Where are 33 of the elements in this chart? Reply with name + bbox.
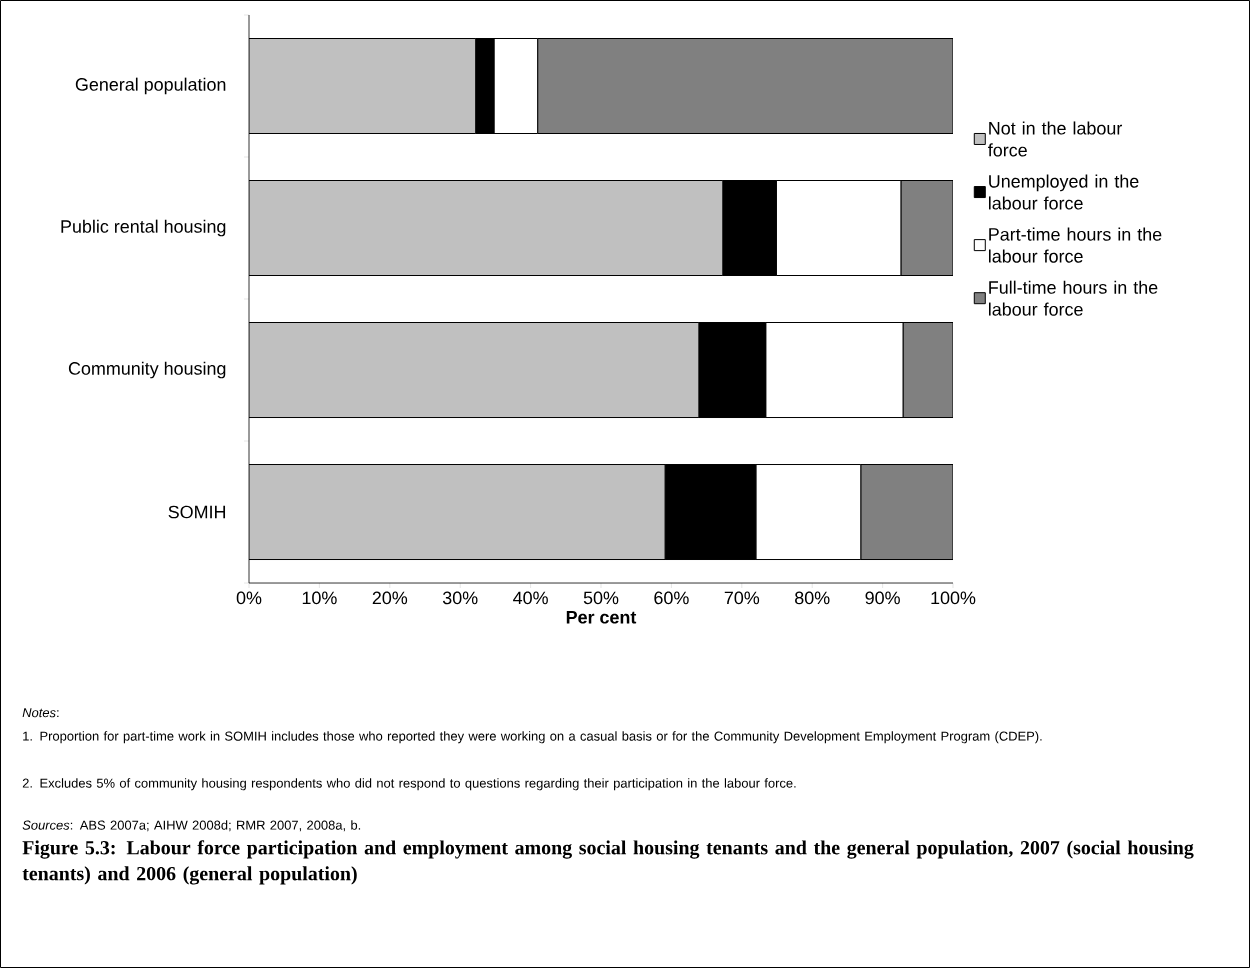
x-tick-label: 70% <box>724 591 760 605</box>
x-axis-title: Per cent <box>566 611 637 624</box>
legend-label: Not in the labour force <box>988 121 1123 157</box>
text: 2. Excludes 5% of community housing respondents who did not respond to questions regarding their participation in the labour force. <box>22 778 796 791</box>
y-tick-label: Public rental housing <box>61 219 226 237</box>
bar <box>537 38 954 135</box>
bar <box>249 38 477 135</box>
x-tick-label: 80% <box>795 591 830 605</box>
bar <box>900 180 954 277</box>
bar <box>902 322 954 419</box>
x-tick-label: 50% <box>583 591 619 605</box>
x-tick-label: 30% <box>442 591 478 605</box>
x-tick-label: 100% <box>931 591 976 605</box>
x-tick-label: 40% <box>513 591 548 605</box>
bar <box>249 464 666 561</box>
bar <box>249 322 700 419</box>
y-tick-label: Community housing <box>68 361 226 379</box>
x-tick-label: 0% <box>236 591 262 605</box>
legend-label: Unemployed in the labour force <box>988 174 1139 210</box>
x-tick-label: 90% <box>865 591 900 605</box>
x-tick-label: 10% <box>302 591 337 605</box>
x-tick-label: 60% <box>654 591 689 605</box>
legend-label: Part-time hours in the labour force <box>988 227 1162 263</box>
y-tick-label: SOMIH <box>168 505 226 519</box>
text: Notes: <box>22 708 59 718</box>
text: Figure 5.3: Labour force participation and employment among social housing tenants and the general population, 2007 (social housing tenants) and 2006 (general population) <box>22 840 1194 885</box>
legend-label: Full-time hours in the labour force <box>988 280 1158 316</box>
bar <box>249 180 724 277</box>
text: 1. Proportion for part-time work in SOMIH includes those who reported they were working on a casual basis or for the Community Development Employment Program (CDEP). <box>23 731 1042 744</box>
bar <box>860 464 954 561</box>
y-tick-label: General population <box>75 77 226 95</box>
x-tick-label: 20% <box>372 591 408 605</box>
text: Sources: ABS 2007a; AIHW 2008d; RMR 2007, 2008a, b. <box>22 820 361 832</box>
